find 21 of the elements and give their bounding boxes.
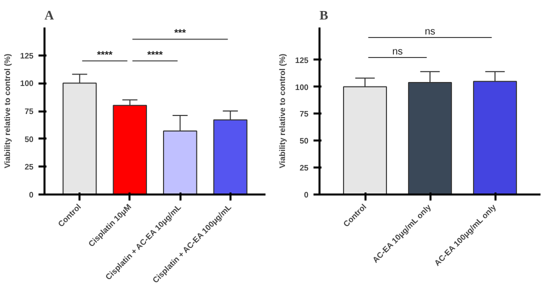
y-tick-label: 50: [24, 134, 34, 144]
annotation: ns: [392, 46, 403, 58]
y-tick-label: 75: [24, 107, 34, 116]
y-tick-label: 125: [295, 56, 310, 65]
chart-title: A: [44, 8, 54, 22]
y-tick-label: 25: [24, 162, 34, 172]
y-tick-label: 50: [300, 136, 310, 146]
y-tick-label: 125: [20, 51, 34, 60]
y-tick-label: 75: [300, 110, 310, 119]
annotation: ns: [424, 26, 436, 38]
y-tick-label: 25: [300, 164, 310, 173]
y-axis-title: Viability relative to control (%): [3, 53, 12, 168]
annotation: ****: [96, 50, 113, 61]
y-tick-label: 0: [304, 190, 310, 200]
y-tick-label: 100: [20, 79, 34, 88]
annotation: ***: [174, 28, 186, 40]
y-tick-label: 100: [295, 82, 310, 92]
annotation: ****: [147, 50, 163, 61]
chart-title: B: [320, 8, 328, 22]
y-tick-label: 0: [29, 190, 34, 200]
y-axis-title: Viability relative to control (%): [278, 53, 288, 168]
